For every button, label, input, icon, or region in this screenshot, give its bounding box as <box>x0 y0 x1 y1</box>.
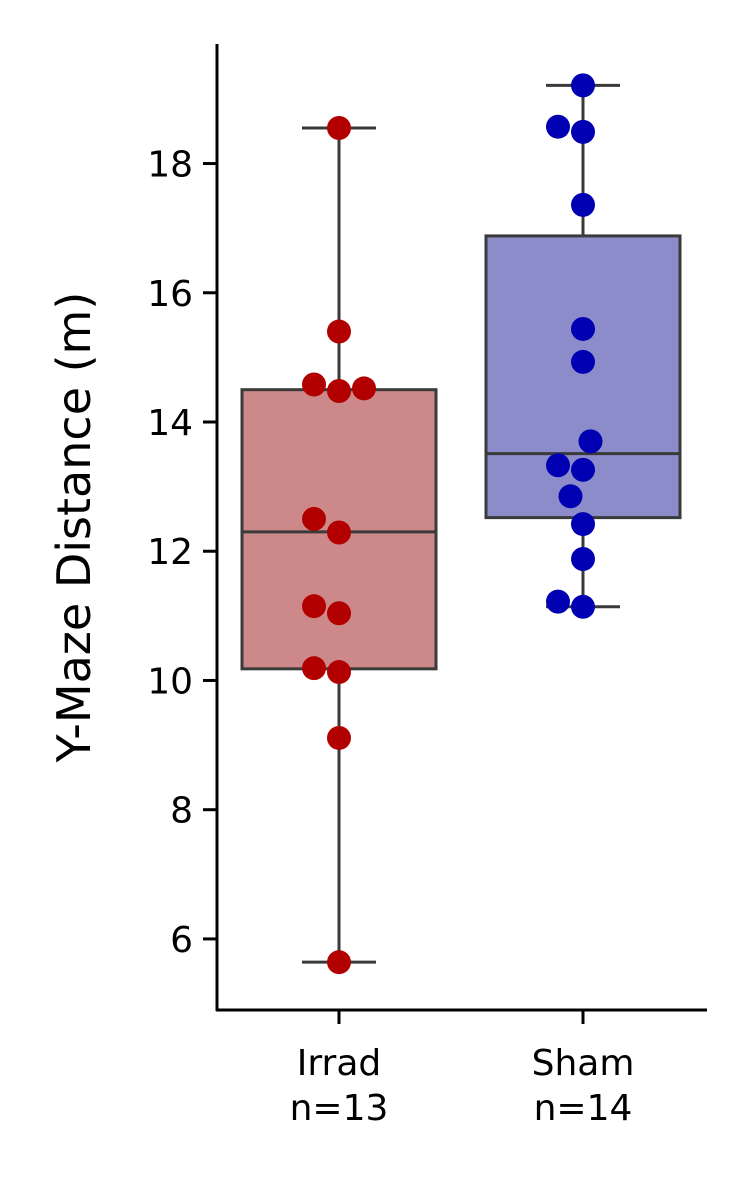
sham-data-point <box>546 453 570 478</box>
y-tick-label: 6 <box>170 920 193 961</box>
points-layer <box>302 73 603 975</box>
irrad-data-point <box>327 319 351 344</box>
y-axis-label: Y-Maze Distance (m) <box>47 292 101 764</box>
x-tick-label-line: n=14 <box>534 1088 633 1129</box>
irrad-data-point <box>302 506 326 531</box>
sham-data-point <box>546 114 570 139</box>
sham-data-point <box>571 73 595 98</box>
irrad-data-point <box>302 594 326 619</box>
sham-data-point <box>558 484 583 509</box>
y-tick-label: 12 <box>147 532 193 573</box>
sham-data-point <box>578 429 603 454</box>
irrad-data-point <box>302 656 326 681</box>
y-tick-label: 18 <box>147 145 193 186</box>
x-tick-label: Sham n=14 <box>532 1043 635 1129</box>
sham-data-point <box>571 119 595 144</box>
y-tick-label: 8 <box>170 791 193 832</box>
sham-data-point <box>571 512 595 537</box>
x-tick-label: Irrad n=13 <box>290 1043 389 1129</box>
x-tick-label-line: Sham <box>532 1043 635 1084</box>
y-tick-label: 16 <box>147 274 193 315</box>
irrad-data-point <box>327 660 351 685</box>
irrad-data-point <box>327 950 351 975</box>
sham-data-point <box>571 192 595 217</box>
sham-data-point <box>571 594 595 619</box>
irrad-data-point <box>327 116 351 140</box>
axes-layer: 6 8 10 12 14 16 18 Irrad n=13 Sham n=14 <box>147 44 707 1129</box>
x-tick-label-line: n=13 <box>290 1088 389 1129</box>
sham-data-point <box>571 316 595 341</box>
sham-data-point <box>571 546 595 571</box>
irrad-data-point <box>302 372 326 397</box>
sham-data-point <box>571 349 595 374</box>
irrad-data-point <box>327 725 351 750</box>
y-tick-label: 10 <box>147 661 193 702</box>
x-tick-label-line: Irrad <box>297 1043 382 1084</box>
irrad-data-point <box>327 520 351 545</box>
sham-data-point <box>546 589 570 614</box>
irrad-data-point <box>352 376 376 401</box>
irrad-data-point <box>327 601 351 626</box>
irrad-data-point <box>327 378 351 403</box>
sham-data-point <box>571 457 595 482</box>
y-tick-label: 14 <box>147 403 193 444</box>
